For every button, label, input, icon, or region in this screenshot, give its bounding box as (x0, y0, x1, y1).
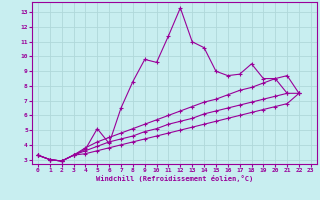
X-axis label: Windchill (Refroidissement éolien,°C): Windchill (Refroidissement éolien,°C) (96, 175, 253, 182)
